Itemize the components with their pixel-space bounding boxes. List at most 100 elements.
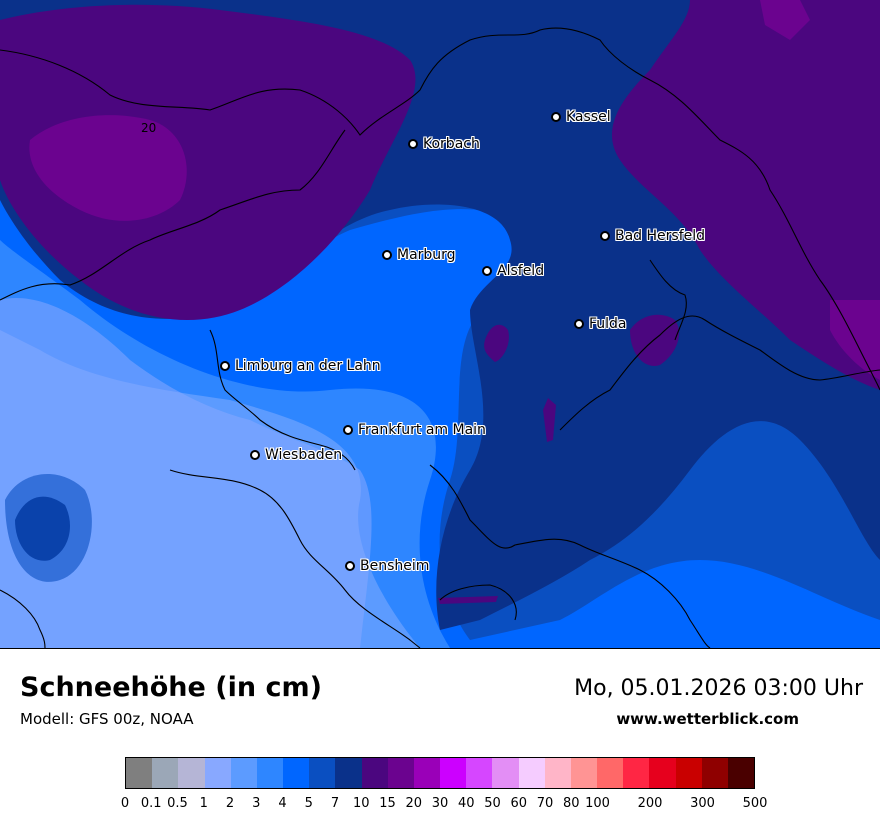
legend-swatch	[152, 758, 179, 788]
city-label: Limburg an der Lahn	[235, 358, 381, 374]
city-label: Marburg	[397, 247, 456, 263]
legend-tick-label: 60	[510, 796, 528, 811]
legend-swatch	[440, 758, 467, 788]
city-dot	[343, 425, 353, 435]
legend-colorbar	[125, 757, 755, 789]
field-level-10-spot2	[484, 324, 509, 362]
legend-swatch	[518, 758, 545, 788]
city-label: Bad Hersfeld	[615, 228, 706, 244]
city-marker-fulda: Fulda	[574, 316, 627, 332]
legend-tick-label: 5	[304, 796, 313, 811]
city-marker-korbach: Korbach	[408, 136, 480, 152]
city-label: Frankfurt am Main	[358, 422, 486, 438]
border-line-5	[429, 464, 711, 648]
city-label: Fulda	[589, 316, 627, 332]
legend-tick-label: 3	[252, 796, 261, 811]
city-dot	[220, 361, 230, 371]
legend-swatch	[413, 758, 441, 788]
legend-tick-label: 0.1	[140, 796, 162, 811]
city-dot	[551, 112, 561, 122]
city-dot	[382, 250, 392, 260]
legend-swatch	[597, 758, 624, 788]
legend-swatch	[283, 758, 310, 788]
legend-tick-label: 200	[637, 796, 663, 811]
legend-tick-label: 100	[585, 796, 610, 811]
border-line-2	[0, 129, 346, 301]
map-title: Schneehöhe (in cm)	[20, 672, 322, 703]
field-level-15	[29, 115, 187, 221]
legend-swatch	[701, 758, 728, 788]
city-label: Wiesbaden	[265, 447, 343, 463]
border-line-4	[169, 469, 421, 648]
city-marker-marburg: Marburg	[382, 247, 456, 263]
legend-tick-label: 30	[431, 796, 449, 811]
legend-tick-label: 40	[457, 796, 475, 811]
legend-tick-label: 80	[562, 796, 580, 811]
city-marker-limburg: Limburg an der Lahn	[220, 358, 381, 374]
legend-swatch	[649, 758, 676, 788]
border-line-1	[0, 27, 880, 391]
city-marker-bad-hersfeld: Bad Hersfeld	[600, 228, 705, 244]
city-marker-kassel: Kassel	[551, 109, 611, 125]
legend-swatch	[387, 758, 414, 788]
field-level-10-spot3	[543, 398, 556, 442]
map-field	[0, 0, 880, 648]
legend-tick-label: 4	[278, 796, 287, 811]
border-line-3	[209, 329, 356, 471]
field-level-10-spot4	[438, 596, 498, 604]
legend-swatch	[466, 758, 493, 788]
legend-swatch	[675, 758, 702, 788]
legend-swatch	[256, 758, 284, 788]
city-dot	[482, 266, 492, 276]
legend-tick-label: 2	[225, 796, 235, 811]
city-marker-bensheim: Bensheim	[345, 558, 429, 574]
model-source: Modell: GFS 00z, NOAA	[20, 710, 194, 728]
legend-tick-label: 500	[742, 796, 768, 811]
legend-tick-label: 7	[330, 796, 340, 811]
city-label: Kassel	[566, 109, 611, 125]
legend-tick-label: 0.5	[167, 796, 188, 811]
city-label: Bensheim	[360, 558, 430, 574]
field-level-10-east	[611, 0, 880, 390]
field-patch-light-1	[0, 298, 372, 648]
legend-ticks: 0 0.1 0.5 1 2 3 4 5 7 10 15 20 30 40 50 60 70 80 100 200 300…	[121, 796, 768, 816]
city-dot	[345, 561, 355, 571]
city-dot	[600, 231, 610, 241]
legend-swatch	[361, 758, 388, 788]
field-patch-mid-sw	[5, 473, 92, 582]
city-label: Alsfeld	[497, 263, 545, 279]
legend-tick-label: 0	[120, 796, 130, 811]
city-dot	[408, 139, 418, 149]
legend-swatch	[492, 758, 519, 788]
border-line-9	[439, 584, 517, 621]
snow-depth-map: 20 Kassel Korbach Bad Hersfeld Marburg A…	[0, 0, 880, 649]
border-line-8	[0, 589, 46, 648]
legend-tick-label: 50	[484, 796, 501, 811]
website-link[interactable]: www.wetterblick.com	[616, 710, 799, 728]
legend-swatch	[230, 758, 257, 788]
legend-tick-label: 20	[405, 796, 423, 811]
legend-tick-label: 300	[690, 796, 715, 811]
legend-tick-label: 1	[199, 796, 208, 811]
border-line-6	[559, 315, 880, 431]
legend-tick-label: 70	[536, 796, 554, 811]
city-marker-alsfeld: Alsfeld	[482, 263, 544, 279]
legend-swatch	[544, 758, 571, 788]
contour-label: 20	[141, 121, 157, 135]
legend-swatch	[570, 758, 598, 788]
city-label: Korbach	[423, 136, 480, 152]
legend-tick-label: 10	[352, 796, 370, 811]
city-marker-frankfurt: Frankfurt am Main	[343, 422, 486, 438]
field-level-10	[0, 4, 416, 321]
legend-swatch	[335, 758, 362, 788]
field-level-15-east	[760, 0, 810, 40]
legend-swatch	[178, 758, 205, 788]
legend-swatch	[126, 758, 153, 788]
legend-swatch	[623, 758, 650, 788]
legend-swatch	[727, 758, 755, 788]
legend-swatch	[204, 758, 231, 788]
border-line-7	[649, 259, 687, 341]
legend-tick-label: 15	[379, 796, 396, 811]
city-marker-wiesbaden: Wiesbaden	[250, 447, 342, 463]
field-level-10-spot	[630, 314, 680, 366]
